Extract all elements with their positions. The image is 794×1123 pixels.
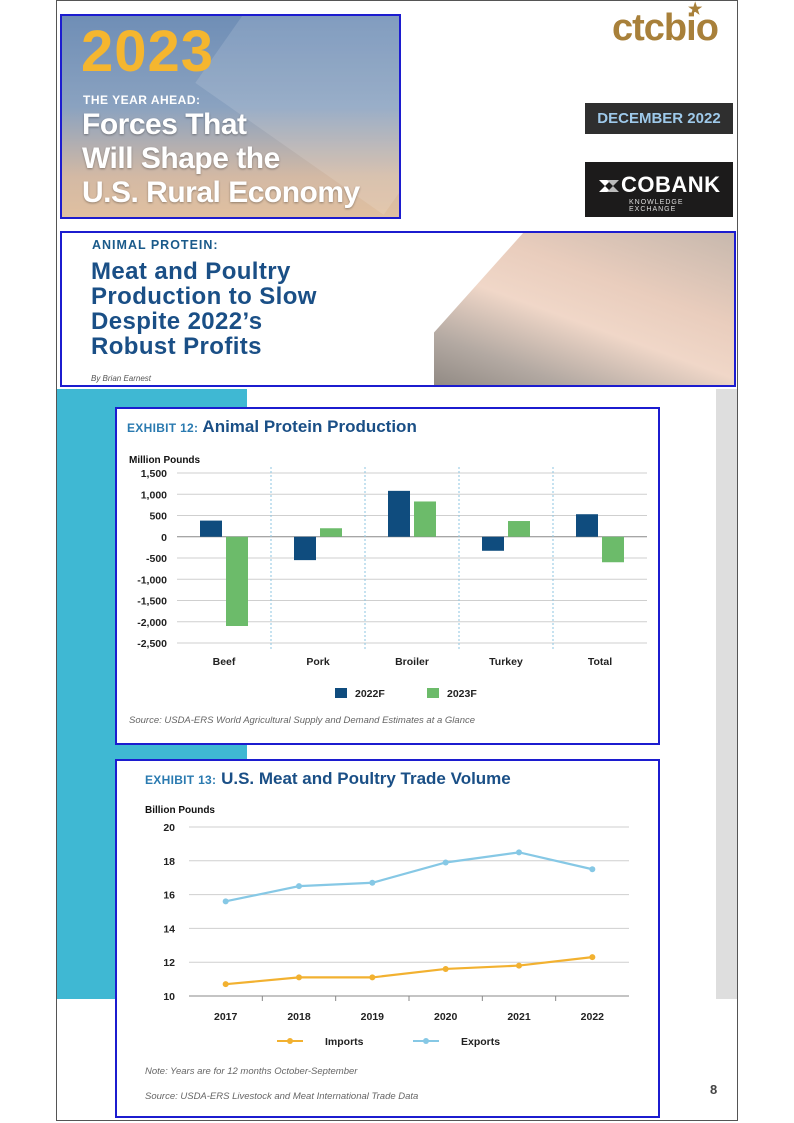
point-exports-2018: [296, 883, 302, 890]
cobank-mark-icon: [599, 180, 619, 192]
y-tick-label: 16: [163, 890, 175, 902]
exhibit-13-source: Source: USDA-ERS Livestock and Meat Inte…: [145, 1091, 419, 1102]
x-tick-label: 2021: [507, 1011, 531, 1023]
y-tick-label: 12: [163, 957, 175, 969]
report-title: Forces That Will Shape the U.S. Rural Ec…: [82, 108, 360, 209]
x-tick-label: Broiler: [395, 656, 429, 668]
exhibit-13: EXHIBIT 13: U.S. Meat and Poultry Trade …: [115, 759, 660, 1118]
y-axis-title: Million Pounds: [129, 455, 201, 466]
animal-protein-bar-chart: Million Pounds 1,500 1,000 500 0 -500 -1,000 -1…: [129, 455, 647, 700]
article-kicker: ANIMAL PROTEIN:: [92, 238, 219, 252]
exhibit-12-source: Source: USDA-ERS World Agricultural Supp…: [129, 715, 476, 726]
page-number: 8: [710, 1082, 718, 1097]
bar-2023f-turkey: [508, 521, 530, 537]
legend-label-2023f: 2023F: [447, 688, 477, 700]
trade-volume-line-chart: Billion Pounds 10 12 14 16 18 20 2017 2018 2019 20…: [145, 805, 629, 1048]
legend-marker-imports: [287, 1038, 293, 1044]
bar-2022f-pork: [294, 536, 316, 561]
report-date: DECEMBER 2022: [585, 103, 733, 134]
x-tick-label: Turkey: [489, 656, 523, 668]
point-exports-2017: [222, 898, 229, 905]
x-tick-label: 2018: [287, 1011, 311, 1023]
y-tick-label: -1,000: [137, 574, 167, 586]
legend-swatch-2022f: [335, 688, 347, 698]
bar-2022f-total: [576, 514, 598, 537]
x-tick-label: 2022: [581, 1011, 605, 1023]
exhibit-12-title: EXHIBIT 12: Animal Protein Production: [127, 417, 417, 436]
report-cover-banner: 2023 THE YEAR AHEAD: Forces That Will Sh…: [60, 14, 401, 219]
report-subtitle: THE YEAR AHEAD:: [83, 93, 201, 107]
point-imports-2018: [296, 974, 302, 981]
y-axis-title: Billion Pounds: [145, 805, 215, 816]
y-tick-label: 1,000: [141, 489, 167, 501]
article-header: ANIMAL PROTEIN: Meat and Poultry Product…: [60, 231, 736, 387]
point-imports-2022: [589, 954, 596, 961]
point-imports-2020: [442, 965, 449, 972]
line-imports: [225, 956, 593, 986]
article-byline: By Brian Earnest: [91, 374, 152, 383]
point-exports-2019: [369, 879, 376, 886]
y-tick-label: -1,500: [137, 596, 167, 608]
y-tick-label: 10: [163, 991, 175, 1003]
bar-2022f-beef: [200, 520, 222, 537]
article-headline: Meat and Poultry Production to Slow Desp…: [91, 258, 317, 360]
legend-label-imports: Imports: [325, 1036, 364, 1048]
bar-2023f-broiler: [414, 501, 436, 537]
report-page: 2023 THE YEAR AHEAD: Forces That Will Sh…: [56, 0, 738, 1121]
side-band: [716, 389, 737, 999]
legend-label-exports: Exports: [461, 1036, 500, 1048]
y-tick-label: 1,500: [141, 468, 167, 480]
bar-2022f-turkey: [482, 536, 504, 551]
x-tick-label: Beef: [213, 656, 236, 668]
cobank-logo: COBANK KNOWLEDGE EXCHANGE: [585, 162, 733, 217]
bar-2022f-broiler: [388, 490, 410, 537]
bar-2023f-beef: [226, 536, 248, 626]
y-tick-label: 500: [149, 511, 167, 523]
y-tick-label: -2,500: [137, 638, 167, 650]
exhibit-12: EXHIBIT 12: Animal Protein Production Mi…: [115, 407, 660, 745]
bar-2023f-total: [602, 536, 624, 563]
legend-swatch-2023f: [427, 688, 439, 698]
legend-label-2022f: 2022F: [355, 688, 385, 700]
point-exports-2022: [589, 866, 596, 873]
exhibit-13-title: EXHIBIT 13: U.S. Meat and Poultry Trade …: [145, 769, 511, 788]
point-imports-2019: [369, 974, 376, 981]
x-tick-label: Pork: [306, 656, 330, 668]
point-imports-2017: [222, 981, 229, 988]
ctcbio-logo: ctcbio ★: [612, 1, 719, 49]
point-exports-2021: [516, 849, 522, 856]
line-exports: [225, 851, 593, 903]
point-exports-2020: [442, 859, 449, 866]
y-tick-label: 0: [161, 532, 167, 544]
x-tick-label: Total: [588, 656, 612, 668]
point-imports-2021: [516, 962, 522, 969]
bar-2023f-pork: [320, 528, 342, 537]
y-tick-label: -2,000: [137, 617, 167, 629]
x-tick-label: 2017: [214, 1011, 238, 1023]
y-tick-label: 18: [163, 856, 175, 868]
y-tick-label: 14: [163, 923, 175, 935]
x-tick-label: 2019: [361, 1011, 385, 1023]
legend-marker-exports: [423, 1038, 429, 1044]
y-tick-label: 20: [163, 822, 175, 834]
star-icon: ★: [688, 1, 702, 18]
exhibit-13-note: Note: Years are for 12 months October-Se…: [145, 1066, 358, 1077]
x-tick-label: 2020: [434, 1011, 458, 1023]
y-tick-label: -500: [146, 553, 167, 565]
report-year: 2023: [81, 19, 215, 84]
